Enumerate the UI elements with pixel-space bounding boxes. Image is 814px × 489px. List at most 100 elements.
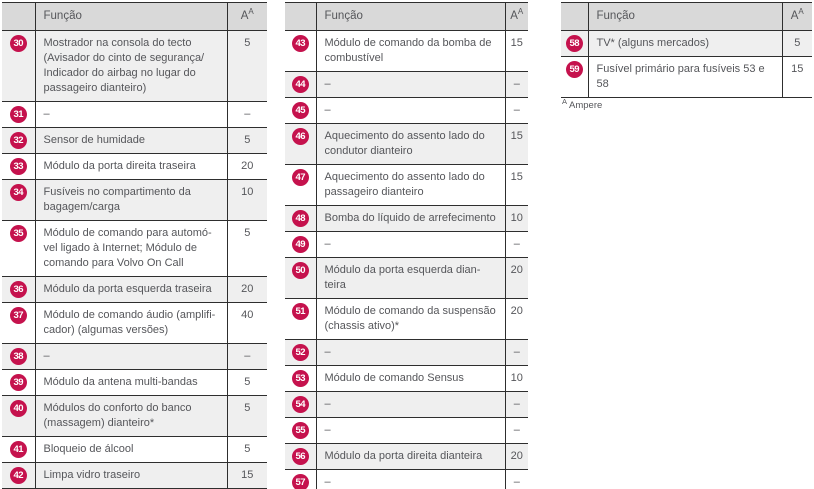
- fuse-badge-cell: 40: [2, 395, 36, 437]
- table-row: 36 Módulo da porta esquerda traseira 20: [2, 276, 267, 303]
- table-header-row: Função AA: [2, 2, 267, 31]
- fuse-function: –: [35, 343, 228, 370]
- fuse-number-badge: 49: [291, 236, 309, 253]
- fuse-number-badge: 51: [291, 303, 309, 320]
- fuse-badge-cell: 30: [2, 30, 36, 102]
- fuse-number-badge: 42: [9, 467, 27, 484]
- fuse-badge-cell: 53: [285, 365, 317, 392]
- table-row: 34 Fusíveis no compartimento da bagagem/​…: [2, 179, 267, 221]
- fuse-function: Módulo da porta direita traseira: [35, 153, 228, 180]
- fuse-amp-value: –: [513, 238, 520, 250]
- fuse-number-badge: 57: [291, 474, 309, 489]
- fuse-amp-value: –: [244, 350, 251, 362]
- fuse-function: Módulo de comando da bomba de combustíve…: [316, 30, 506, 72]
- fuse-badge-cell: 35: [2, 220, 36, 277]
- table-row: 57– –: [285, 469, 528, 489]
- amp-unit-superscript: A: [798, 7, 804, 17]
- fuse-function: –: [316, 391, 506, 418]
- fuse-badge-cell: 52: [285, 339, 317, 366]
- fuse-amp-value: 10: [510, 372, 523, 384]
- fuse-badge-cell: 45: [285, 97, 317, 124]
- fuse-function: Módulo da porta direita dianteira: [316, 443, 506, 470]
- fuse-function: Bomba do líquido de arrefecimento: [316, 205, 506, 232]
- table-row: 47 Aquecimento do assento lado do passage…: [285, 164, 528, 206]
- badge-column-header: [561, 2, 589, 31]
- fuse-number-badge: 53: [291, 370, 309, 387]
- table-row: 43 Módulo de comando da bomba de combustí…: [285, 30, 528, 72]
- fuse-amp-value: –: [513, 78, 520, 90]
- table-row: 42 Limpa vidro traseiro 15: [2, 462, 267, 489]
- fuse-number-badge: 32: [9, 132, 27, 149]
- table-row: 32 Sensor de humidade 5: [2, 127, 267, 154]
- fuse-amp-value: –: [244, 108, 251, 120]
- fuse-number-badge: 59: [565, 61, 583, 78]
- table-row: 44– –: [285, 71, 528, 98]
- fuse-function: Aquecimento do assento lado do passageir…: [316, 164, 506, 206]
- fuse-badge-cell: 41: [2, 436, 36, 463]
- fuse-function: Limpa vidro traseiro: [35, 462, 228, 489]
- table-row: 33 Módulo da porta direita traseira 20: [2, 153, 267, 180]
- fuse-amp-value: –: [513, 104, 520, 116]
- fuse-badge-cell: 44: [285, 71, 317, 98]
- fuse-number-badge: 55: [291, 422, 309, 439]
- fuse-function: –: [316, 97, 506, 124]
- table-row: 37 Módulo de comando áudio (amplifi­cador…: [2, 302, 267, 344]
- fuse-number-badge: 43: [291, 35, 309, 52]
- fuse-amp-value: 15: [510, 37, 523, 49]
- fuse-amp-value: –: [513, 424, 520, 436]
- table-row: 53 Módulo de comando Sensus 10: [285, 365, 528, 392]
- function-column-header: Função: [35, 2, 228, 31]
- fuse-badge-cell: 42: [2, 462, 36, 489]
- table-row: 58 TV* (alguns mercados) 5: [561, 30, 812, 57]
- fuse-function: Módulo de comando da suspensão (chassis …: [316, 298, 506, 340]
- table-row: 45– –: [285, 97, 528, 124]
- table-row: 52– –: [285, 339, 528, 366]
- ampere-footnote: A Ampere: [562, 96, 603, 111]
- fuse-number-badge: 36: [9, 281, 27, 298]
- fuse-number-badge: 39: [9, 374, 27, 391]
- fuse-badge-cell: 48: [285, 205, 317, 232]
- fuse-amp-value: –: [513, 476, 520, 488]
- fuse-badge-cell: 34: [2, 179, 36, 221]
- fuse-number-badge: 31: [9, 106, 27, 123]
- fuse-amp-value: 15: [791, 63, 804, 75]
- fuse-table-1: Função AA 30 Mostrador na consola do tect…: [2, 2, 267, 489]
- fuse-amp-value: 5: [794, 37, 801, 49]
- fuse-number-badge: 35: [9, 225, 27, 242]
- table-row: 41 Bloqueio de álcool 5: [2, 436, 267, 463]
- fuse-badge-cell: 46: [285, 123, 317, 165]
- fuse-number-badge: 44: [291, 76, 309, 93]
- fuse-function: Bloqueio de álcool: [35, 436, 228, 463]
- fuse-function: –: [316, 469, 506, 489]
- fuse-amp-value: –: [513, 346, 520, 358]
- fuse-badge-cell: 47: [285, 164, 317, 206]
- fuse-function: Módulo da porta esquerda dian­teira: [316, 257, 506, 299]
- fuse-function: Módulo de comando Sensus: [316, 365, 506, 392]
- fuse-badge-cell: 54: [285, 391, 317, 418]
- amp-unit-superscript: A: [517, 7, 524, 17]
- fuse-amp-value: 20: [241, 160, 254, 172]
- fuse-number-badge: 56: [291, 448, 309, 465]
- fuse-badge-cell: 59: [561, 56, 589, 98]
- fuse-badge-cell: 32: [2, 127, 36, 154]
- fuse-amp-value: 20: [241, 283, 254, 295]
- footnote-text: Ampere: [569, 100, 603, 111]
- fuse-amp-value: 5: [244, 376, 251, 388]
- fuse-amp-value: 15: [510, 171, 523, 183]
- fuse-function: –: [35, 101, 228, 128]
- fuse-function: –: [316, 71, 506, 98]
- amp-column-header: AA: [240, 7, 254, 22]
- fuse-amp-value: 20: [510, 450, 523, 462]
- footnote-marker: A: [562, 96, 568, 106]
- fuse-amp-value: 20: [510, 264, 523, 276]
- table-row: 49– –: [285, 231, 528, 258]
- fuse-amp-value: 20: [510, 305, 523, 317]
- fuse-badge-cell: 58: [561, 30, 589, 57]
- fuse-number-badge: 45: [291, 102, 309, 119]
- fuse-function: Aquecimento do assento lado do condutor …: [316, 123, 506, 165]
- fuse-number-badge: 34: [9, 184, 27, 201]
- fuse-number-badge: 30: [9, 35, 27, 52]
- table-row: 48 Bomba do líquido de arrefecimento 10: [285, 205, 528, 232]
- fuse-number-badge: 37: [9, 307, 27, 324]
